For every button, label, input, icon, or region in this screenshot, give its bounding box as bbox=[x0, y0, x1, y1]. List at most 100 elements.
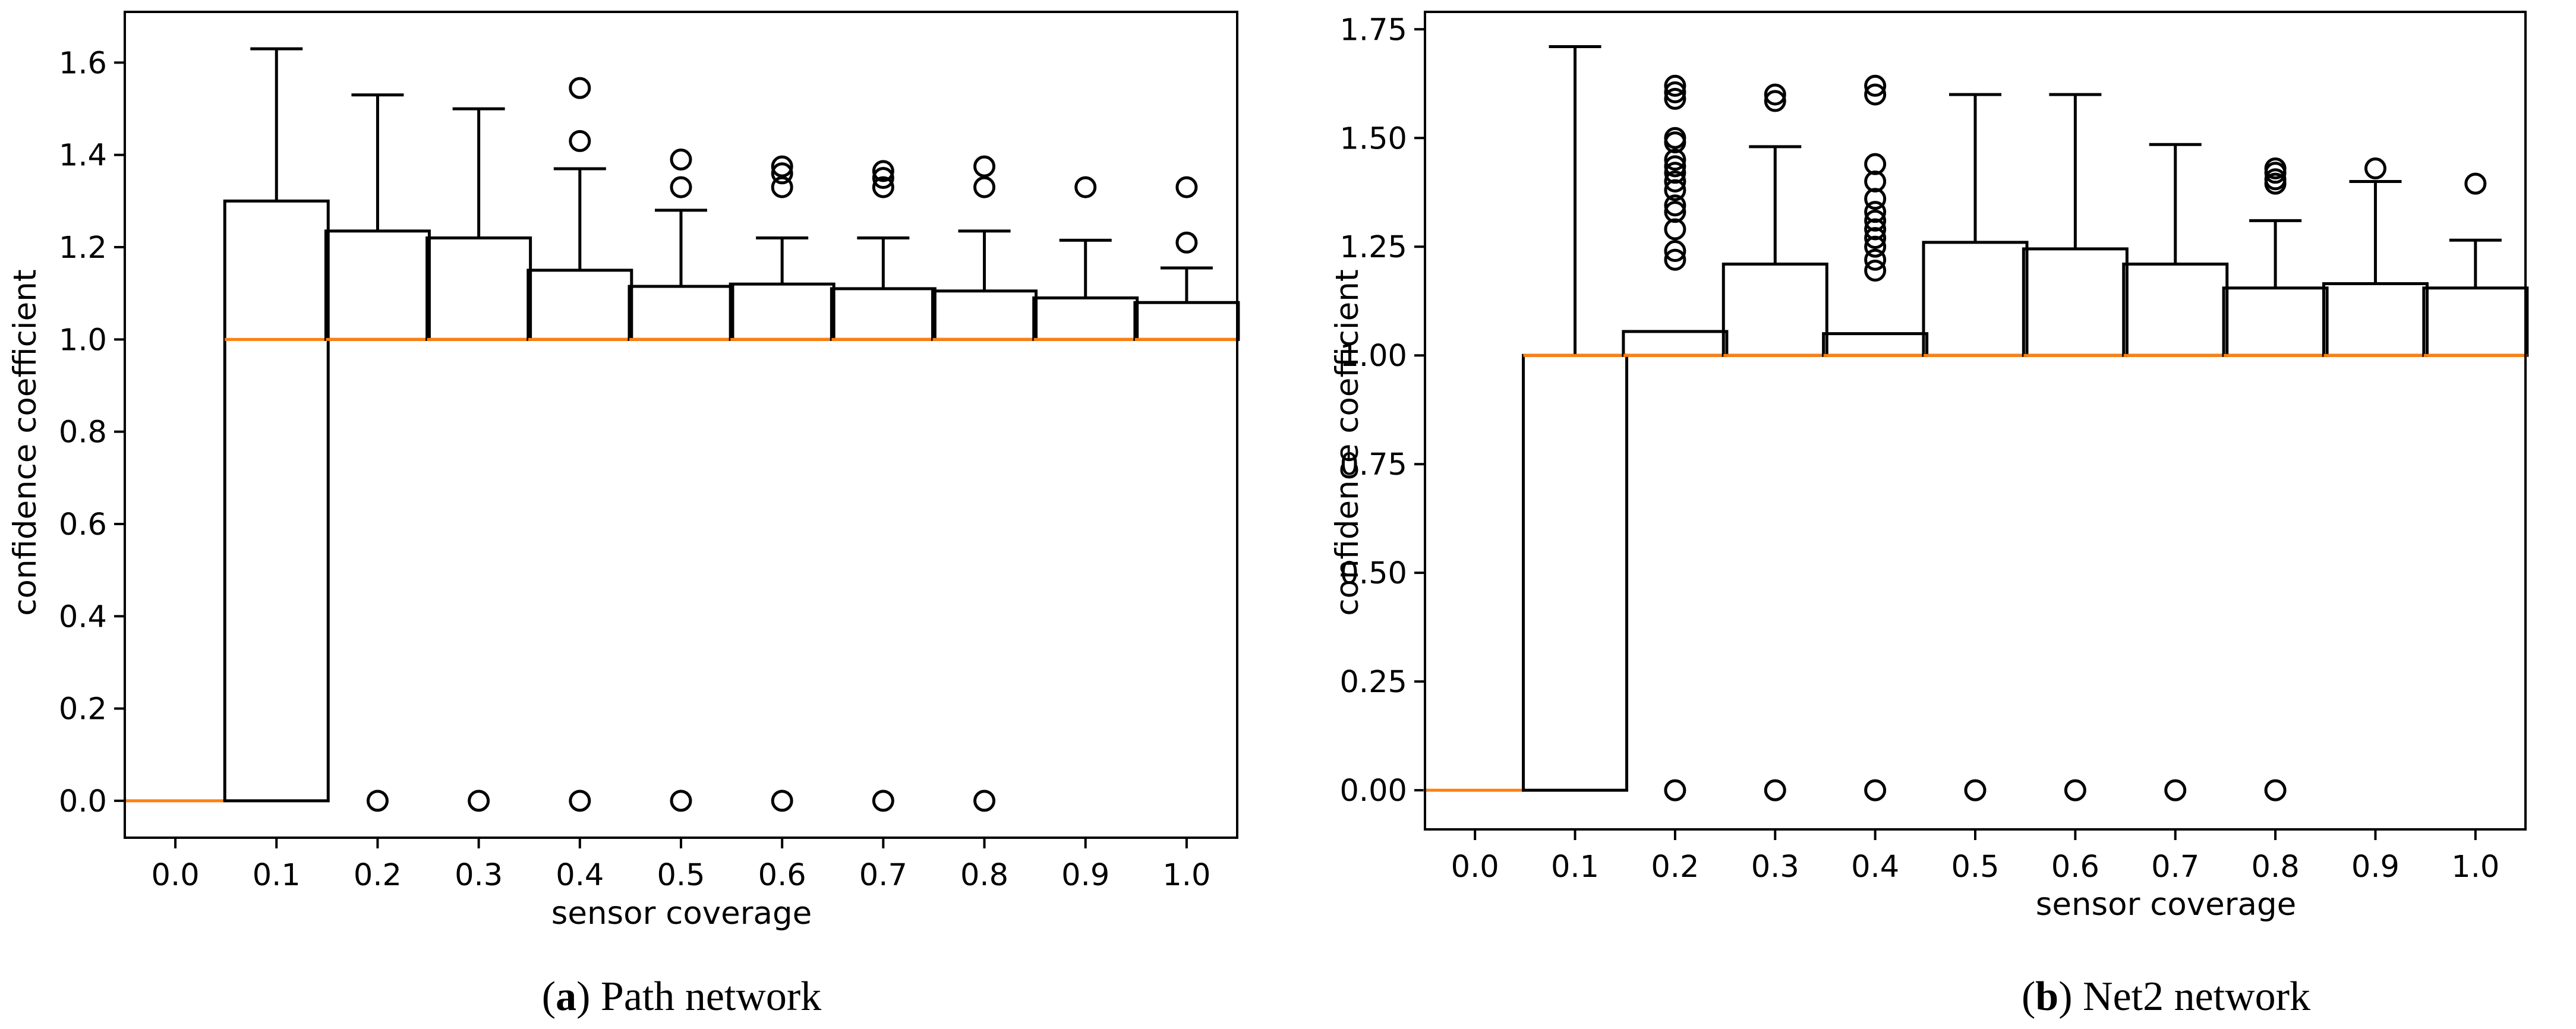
box-rect bbox=[1822, 332, 1929, 357]
box-0.7 bbox=[830, 160, 937, 812]
box-rect bbox=[830, 287, 937, 341]
box-0.8 bbox=[931, 155, 1038, 812]
flier-point bbox=[1964, 779, 1987, 801]
box-0.1 bbox=[1522, 45, 1629, 792]
x-tick-label: 0.1 bbox=[1551, 850, 1599, 885]
flier-point bbox=[1664, 248, 1686, 271]
y-tick-label: 0.75 bbox=[1339, 447, 1407, 482]
box-rect bbox=[1133, 301, 1240, 341]
box-rect bbox=[223, 199, 330, 803]
x-tick-label: 0.9 bbox=[1061, 858, 1109, 893]
caption-letter: a bbox=[556, 974, 576, 1019]
box-0.5 bbox=[628, 148, 734, 812]
flier-point bbox=[1864, 235, 1887, 258]
flier-point bbox=[2064, 779, 2086, 801]
caption-b: (b) Net2 network bbox=[2022, 974, 2310, 1019]
flier-point bbox=[1864, 227, 1887, 250]
box-0.6 bbox=[2022, 93, 2129, 801]
x-axis-label: sensor coverage bbox=[551, 895, 812, 932]
box-0.3 bbox=[425, 107, 532, 812]
caption-text: Net2 network bbox=[2073, 974, 2310, 1019]
x-axis-label: sensor coverage bbox=[2036, 886, 2297, 923]
flier-point bbox=[1664, 74, 1686, 97]
x-tick-label: 0.4 bbox=[1851, 850, 1899, 885]
box-rect bbox=[1522, 353, 1629, 792]
flier-point bbox=[1175, 176, 1198, 198]
box-0.9 bbox=[2322, 157, 2429, 357]
flier-point bbox=[1864, 209, 1887, 232]
caption-close: ) bbox=[576, 974, 590, 1019]
flier-point bbox=[2164, 779, 2187, 801]
box-0.9 bbox=[1032, 176, 1139, 341]
flier-point bbox=[1664, 149, 1686, 171]
flier-point bbox=[872, 167, 894, 190]
flier-point bbox=[771, 176, 793, 198]
x-tick-label: 0.6 bbox=[758, 858, 806, 893]
flier-point bbox=[771, 162, 793, 185]
y-tick-label: 0.25 bbox=[1339, 665, 1407, 700]
box-0.8 bbox=[2222, 157, 2329, 801]
flier-point bbox=[366, 790, 389, 812]
flier-point bbox=[1864, 218, 1887, 241]
flier-point bbox=[1864, 188, 1887, 210]
box-0.6 bbox=[729, 155, 835, 812]
y-tick-label: 1.2 bbox=[59, 231, 107, 266]
box-rect bbox=[931, 289, 1038, 341]
y-axis-label: confidence coefficient bbox=[7, 269, 43, 615]
flier-point bbox=[771, 155, 793, 178]
flier-point bbox=[2264, 168, 2287, 191]
caption-close: ) bbox=[2058, 974, 2072, 1019]
flier-point bbox=[872, 160, 894, 182]
flier-point bbox=[1864, 259, 1887, 282]
box-rect bbox=[2322, 282, 2429, 357]
box-0.2 bbox=[324, 93, 431, 812]
flier-point bbox=[1864, 248, 1887, 271]
y-tick-label: 1.50 bbox=[1339, 121, 1407, 156]
flier-point bbox=[1864, 83, 1887, 106]
flier-point bbox=[771, 790, 793, 812]
flier-point bbox=[1764, 779, 1786, 801]
flier-point bbox=[1864, 201, 1887, 223]
caption-a: (a) Path network bbox=[542, 974, 821, 1019]
flier-point bbox=[1175, 231, 1198, 254]
y-tick-label: 0.8 bbox=[59, 415, 107, 450]
y-tick-label: 0.0 bbox=[59, 784, 107, 819]
box-0.1 bbox=[223, 47, 330, 803]
box-0.4 bbox=[526, 77, 633, 812]
box-rect bbox=[2422, 286, 2529, 357]
y-tick-label: 1.0 bbox=[59, 323, 107, 358]
box-rect bbox=[324, 229, 431, 341]
x-tick-label: 0.3 bbox=[1751, 850, 1799, 885]
flier-point bbox=[670, 176, 692, 198]
x-tick-label: 0.5 bbox=[657, 858, 705, 893]
x-tick-label: 0.1 bbox=[253, 858, 301, 893]
flier-point bbox=[1864, 153, 1887, 175]
flier-point bbox=[2464, 172, 2487, 195]
flier-point bbox=[973, 176, 996, 198]
flier-point bbox=[973, 155, 996, 178]
flier-point bbox=[872, 176, 894, 198]
plot-frame bbox=[1424, 11, 2527, 831]
y-tick-label: 0.50 bbox=[1339, 556, 1407, 591]
flier-point bbox=[569, 790, 591, 812]
flier-point bbox=[670, 148, 692, 171]
x-tick-label: 0.3 bbox=[455, 858, 503, 893]
box-rect bbox=[1922, 241, 2029, 357]
flier-point bbox=[1664, 87, 1686, 110]
caption-open: ( bbox=[542, 974, 556, 1019]
x-tick-label: 0.0 bbox=[1451, 850, 1499, 885]
y-tick-label: 0.6 bbox=[59, 507, 107, 542]
x-tick-label: 0.8 bbox=[960, 858, 1008, 893]
x-tick-label: 0.7 bbox=[859, 858, 907, 893]
box-rect bbox=[2022, 247, 2129, 357]
y-tick-label: 1.00 bbox=[1339, 339, 1407, 374]
box-0.2 bbox=[1622, 74, 1729, 801]
flier-point bbox=[1664, 779, 1686, 801]
flier-point bbox=[2264, 157, 2287, 179]
flier-point bbox=[1764, 83, 1786, 106]
x-tick-label: 0.4 bbox=[556, 858, 604, 893]
x-tick-label: 0.9 bbox=[2351, 850, 2400, 885]
flier-point bbox=[1864, 74, 1887, 97]
flier-point bbox=[569, 130, 591, 152]
